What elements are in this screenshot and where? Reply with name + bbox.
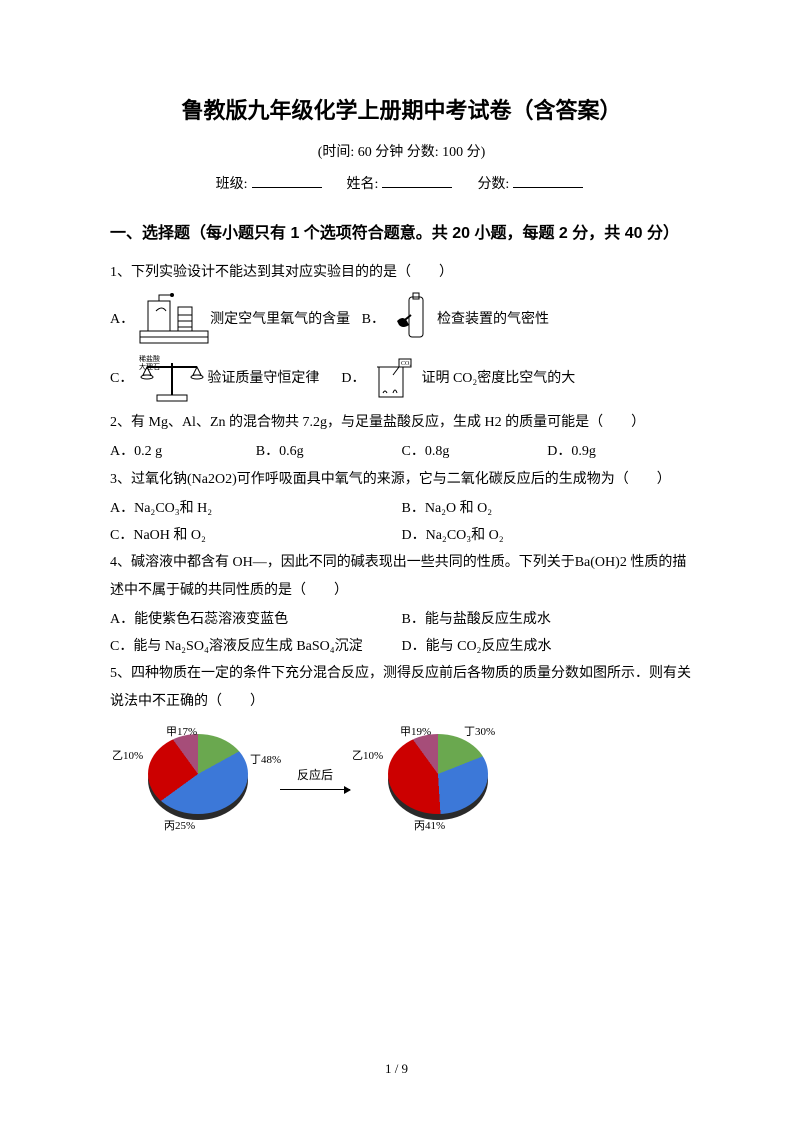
pie1-yi: 乙10% [112, 746, 143, 767]
q2-stem: 2、有 Mg、Al、Zn 的混合物共 7.2g，与足量盐酸反应，生成 H2 的质… [110, 409, 693, 437]
q1-C-label: C． [110, 366, 133, 393]
q1-stem: 1、下列实验设计不能达到其对应实验目的的是（ ） [110, 259, 693, 287]
q1-row-ab: A． 测定空气里氧气的含量 B． 检查装置的气密性 [110, 291, 693, 349]
apparatus-a-icon [138, 291, 210, 349]
svg-text:CO₂: CO₂ [401, 361, 411, 367]
q4-stem: 4、碱溶液中都含有 OH—，因此不同的碱表现出一些共同的性质。下列关于Ba(OH… [110, 549, 693, 605]
pie2-jia: 甲19% [400, 722, 431, 743]
q3-C: C．NaOH 和 O₂ [110, 523, 402, 550]
q2-options: A．0.2 g B．0.6g C．0.8g D．0.9g [110, 439, 693, 466]
q4-D: D．能与 CO₂反应生成水 [402, 634, 694, 661]
q1-B-text: 检查装置的气密性 [437, 307, 549, 334]
pie-charts: 甲17% 乙10% 丙25% 丁48% 反应后 甲19% 乙10% 丙41% 丁… [110, 722, 693, 832]
q3-B: B．Na₂O 和 O₂ [402, 496, 694, 523]
q1-C-text: 验证质量守恒定律 [207, 366, 319, 393]
pie-after: 甲19% 乙10% 丙41% 丁30% [350, 722, 520, 832]
section-1-header: 一、选择题（每小题只有 1 个选项符合题意。共 20 小题，每题 2 分，共 4… [110, 215, 693, 253]
q3-options: A．Na₂CO₃和 H₂ B．Na₂O 和 O₂ C．NaOH 和 O₂ D．N… [110, 496, 693, 549]
pie1-ding: 丁48% [250, 750, 281, 771]
pie2-ding: 丁30% [464, 722, 495, 743]
q1-B-label: B． [362, 307, 385, 334]
svg-text:大理石: 大理石 [139, 362, 160, 371]
q1-D-text: 证明 CO₂密度比空气的大 [421, 366, 575, 393]
page-number: 1 / 9 [0, 1057, 793, 1082]
q4-options: A．能使紫色石蕊溶液变蓝色 B．能与盐酸反应生成水 C．能与 Na₂SO₄溶液反… [110, 607, 693, 660]
q3-A: A．Na₂CO₃和 H₂ [110, 496, 402, 523]
q1-row-cd: C． 稀盐酸 大理石 验证质量守恒定律 D． CO₂ 证明 CO₂密度比空气的大 [110, 353, 693, 405]
pie1-bing: 丙25% [164, 816, 195, 837]
q1-A-text: 测定空气里氧气的含量 [210, 307, 350, 334]
apparatus-b-icon [389, 291, 437, 349]
q1-A-label: A． [110, 307, 134, 334]
q1-D-label: D． [341, 366, 365, 393]
pie2-bing: 丙41% [414, 816, 445, 837]
reaction-arrow: 反应后 [280, 764, 350, 790]
q4-C: C．能与 Na₂SO₄溶液反应生成 BaSO₄沉淀 [110, 634, 402, 661]
score-blank[interactable] [513, 174, 583, 188]
q2-B: B．0.6g [256, 439, 402, 466]
q5-stem: 5、四种物质在一定的条件下充分混合反应，测得反应前后各物质的质量分数如图所示．则… [110, 660, 693, 716]
arrow-label: 反应后 [297, 768, 333, 782]
score-label: 分数: [477, 177, 509, 192]
pie1-jia: 甲17% [166, 722, 197, 743]
subtitle: (时间: 60 分钟 分数: 100 分) [110, 140, 693, 167]
q4-B: B．能与盐酸反应生成水 [402, 607, 694, 634]
q2-D: D．0.9g [547, 439, 693, 466]
class-blank[interactable] [252, 174, 322, 188]
info-line: 班级: 姓名: 分数: [110, 172, 693, 199]
q4-A: A．能使紫色石蕊溶液变蓝色 [110, 607, 402, 634]
name-label: 姓名: [347, 177, 379, 192]
page-title: 鲁教版九年级化学上册期中考试卷（含答案） [110, 90, 693, 132]
pie2-yi: 乙10% [352, 746, 383, 767]
q2-A: A．0.2 g [110, 439, 256, 466]
balance-icon: 稀盐酸 大理石 [137, 353, 207, 405]
q2-C: C．0.8g [402, 439, 548, 466]
q3-D: D．Na₂CO₃和 O₂ [402, 523, 694, 550]
beaker-co2-icon: CO₂ [369, 353, 421, 405]
svg-text:稀盐酸: 稀盐酸 [139, 354, 160, 363]
q3-stem: 3、过氧化钠(Na2O2)可作呼吸面具中氧气的来源，它与二氧化碳反应后的生成物为… [110, 466, 693, 494]
pie-before: 甲17% 乙10% 丙25% 丁48% [110, 722, 280, 832]
name-blank[interactable] [382, 174, 452, 188]
class-label: 班级: [216, 177, 248, 192]
